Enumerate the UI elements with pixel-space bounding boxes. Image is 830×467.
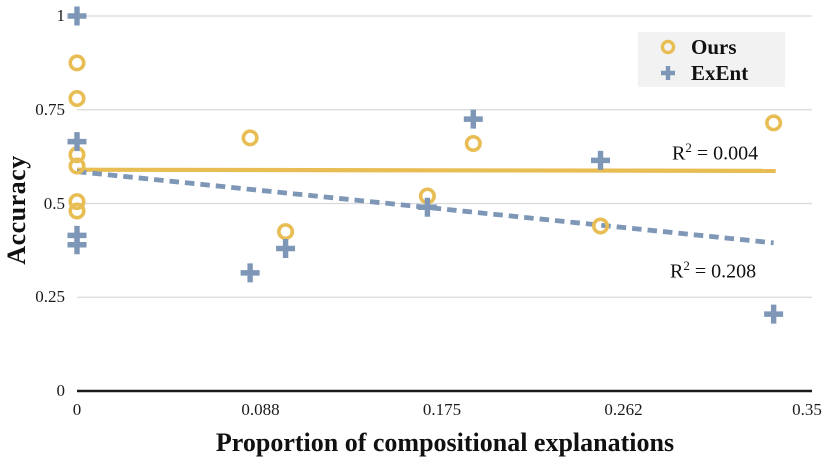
legend-item-ours: Ours (638, 34, 785, 60)
x-axis-tick-label: 0.35 (792, 400, 822, 419)
y-axis-title: Accuracy (2, 155, 31, 265)
y-axis-tick-label: 1 (56, 6, 66, 25)
data-point-ours (591, 217, 610, 235)
r2-exent-value: = 0.208 (689, 260, 757, 283)
exent-plus-marker-icon (661, 65, 675, 80)
y-axis-tick-label: 0.75 (35, 99, 65, 119)
r2-exent-prefix: R (670, 260, 684, 283)
data-point-ours (68, 193, 86, 211)
legend-plus-glyph (661, 65, 675, 80)
data-point-ours (68, 157, 86, 175)
legend-circle-glyph (660, 39, 676, 54)
y-axis-tick-label: 0.5 (43, 193, 65, 213)
x-axis-tick-label: 0.175 (422, 400, 462, 419)
data-point-exent (764, 304, 784, 324)
y-axis-tick-label: 0.25 (35, 287, 65, 307)
x-axis-tick-label: 0.262 (604, 400, 643, 419)
data-point-ours (68, 202, 86, 220)
data-point-exent (240, 263, 260, 283)
data-point-ours (464, 134, 482, 153)
data-point-ours (68, 89, 86, 108)
x-axis-tick-label: 0 (72, 400, 82, 419)
data-point-ours (68, 54, 86, 72)
r2-ours-prefix: R (672, 142, 686, 165)
r2-exent-sup: 2 (683, 258, 690, 273)
data-point-exent (276, 239, 296, 258)
legend-item-exent: ExEnt (638, 60, 785, 86)
r2-annotation-ours: R2 = 0.004 (672, 140, 758, 166)
legend-label-ours: Ours (691, 34, 737, 59)
r2-ours-sup: 2 (685, 140, 692, 155)
x-axis-title: Proportion of compositional explanations (215, 428, 675, 457)
legend-label-exent: ExEnt (691, 60, 749, 85)
y-axis-tick-label: 0 (56, 381, 66, 400)
data-point-ours (765, 114, 783, 132)
data-point-exent (591, 150, 611, 170)
data-point-ours (241, 129, 259, 147)
trendline-ours (76, 167, 776, 173)
ours-circle-marker-icon (660, 39, 676, 54)
data-point-exent (67, 235, 87, 255)
r2-ours-value: = 0.004 (691, 142, 759, 165)
x-axis-tick-label: 0.088 (241, 400, 280, 419)
r2-annotation-exent: R2 = 0.208 (670, 258, 756, 284)
data-point-exent (67, 6, 87, 26)
data-point-exent (463, 109, 483, 129)
legend: Ours ExEnt (638, 32, 785, 87)
data-point-ours (277, 223, 295, 241)
data-point-exent (417, 197, 437, 217)
data-point-exent (67, 132, 87, 152)
